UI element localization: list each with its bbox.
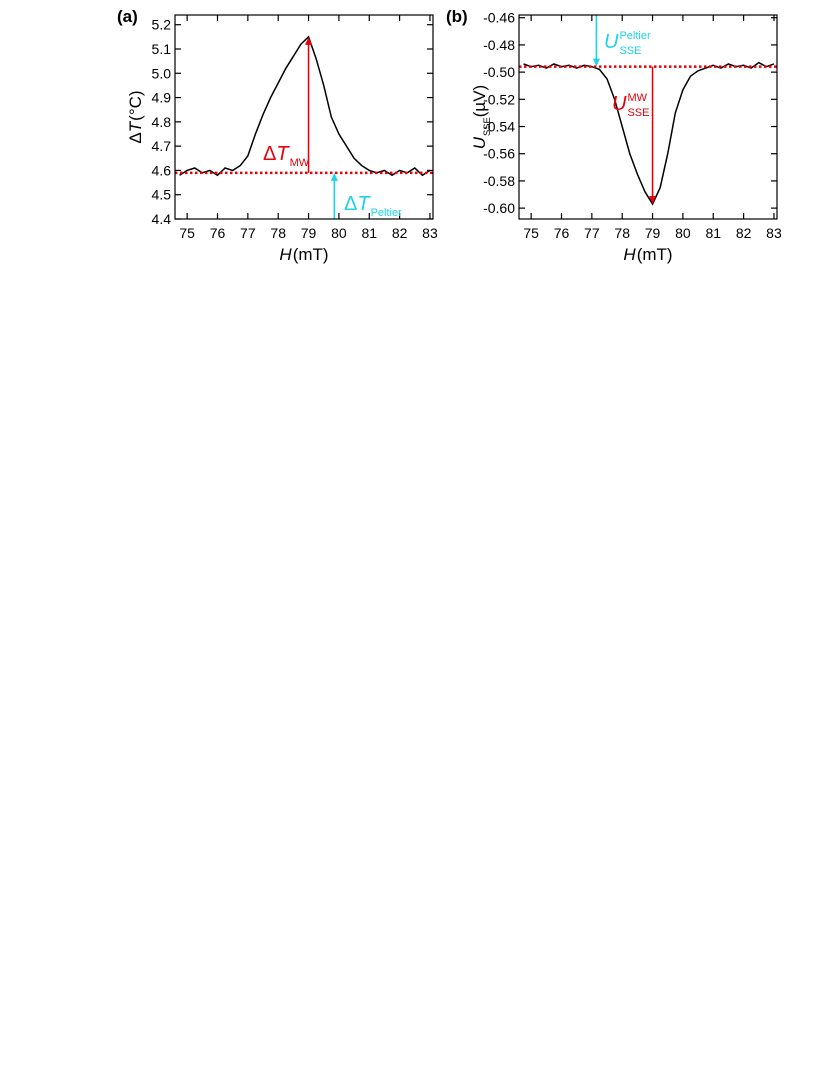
- x-tick-label: 75: [179, 225, 195, 241]
- y-tick-label: -0.52: [483, 91, 515, 107]
- y-axis-label-sub: SSE: [482, 117, 492, 136]
- y-tick-label: 5.1: [152, 41, 172, 57]
- x-tick-label: 77: [584, 225, 600, 241]
- arrow-head: [592, 58, 600, 67]
- x-axis-label-main: H: [623, 245, 636, 264]
- annotation-prefix: Δ: [344, 193, 357, 215]
- arrow-head: [305, 36, 313, 45]
- y-axis-label: ΔT (°C): [126, 90, 145, 143]
- annotation-main: T: [357, 193, 371, 215]
- y-axis-label-suffix: (µV): [470, 85, 489, 117]
- arrow-head: [649, 196, 657, 205]
- annotation: Δ T Peltier: [344, 193, 402, 219]
- y-tick-label: 5.2: [152, 17, 172, 33]
- panel-label: (b): [446, 7, 468, 26]
- annotation: Δ T MW: [263, 143, 310, 169]
- x-tick-label: 81: [705, 225, 721, 241]
- x-tick-label: 81: [361, 225, 377, 241]
- y-tick-label: 4.4: [152, 211, 172, 227]
- annotation-sub: SSE: [627, 107, 649, 119]
- x-tick-label: 75: [523, 225, 539, 241]
- x-axis-label: H (mT): [279, 245, 328, 264]
- y-tick-label: 4.7: [152, 138, 172, 154]
- arrow-head: [330, 172, 338, 181]
- annotation: U Peltier SSE: [604, 30, 651, 57]
- x-tick-label: 78: [614, 225, 630, 241]
- y-tick-label: 4.5: [152, 187, 172, 203]
- y-tick-label: -0.46: [483, 10, 515, 26]
- plot-frame: [518, 14, 778, 220]
- annotation-prefix: Δ: [263, 143, 276, 165]
- x-axis-label-suffix: (mT): [293, 245, 329, 264]
- y-tick-label: -0.56: [483, 146, 515, 162]
- x-tick-label: 82: [392, 225, 408, 241]
- y-tick-label: 4.8: [152, 114, 172, 130]
- annotation-main: T: [276, 143, 290, 165]
- annotation-sub: Peltier: [371, 207, 403, 219]
- x-tick-label: 82: [736, 225, 752, 241]
- x-axis-label-suffix: (mT): [637, 245, 673, 264]
- annotation: U MW SSE: [612, 92, 649, 119]
- annotation-sup: MW: [627, 92, 647, 104]
- panel-label: (a): [117, 7, 138, 26]
- y-tick-label: -0.54: [483, 119, 515, 135]
- x-tick-label: 83: [766, 225, 782, 241]
- annotation-main: U: [612, 93, 627, 115]
- y-tick-label: -0.50: [483, 64, 515, 80]
- annotation-main: U: [604, 31, 619, 53]
- plot-frame: [174, 14, 434, 220]
- y-tick-label: 4.6: [152, 162, 172, 178]
- annotation-sub: MW: [290, 157, 310, 169]
- y-tick-label: -0.48: [483, 37, 515, 53]
- y-axis-label-main: T: [126, 120, 145, 132]
- x-tick-label: 80: [675, 225, 691, 241]
- x-tick-label: 76: [210, 225, 226, 241]
- x-axis-label: H (mT): [623, 245, 672, 264]
- x-tick-label: 79: [645, 225, 661, 241]
- x-tick-label: 83: [422, 225, 438, 241]
- x-tick-label: 79: [301, 225, 317, 241]
- y-tick-label: -0.60: [483, 200, 515, 216]
- y-tick-label: -0.58: [483, 173, 515, 189]
- x-tick-label: 78: [270, 225, 286, 241]
- annotation-sup: Peltier: [619, 30, 651, 42]
- x-tick-label: 77: [240, 225, 256, 241]
- x-tick-label: 80: [331, 225, 347, 241]
- y-tick-label: 5.0: [152, 65, 172, 81]
- y-axis-label-main: U: [470, 136, 489, 149]
- annotation-sub: SSE: [619, 45, 641, 57]
- x-tick-label: 76: [554, 225, 570, 241]
- x-axis-label-main: H: [279, 245, 292, 264]
- y-axis-label-suffix: (°C): [126, 90, 145, 120]
- y-axis-label-prefix: Δ: [126, 132, 145, 143]
- y-tick-label: 4.9: [152, 90, 172, 106]
